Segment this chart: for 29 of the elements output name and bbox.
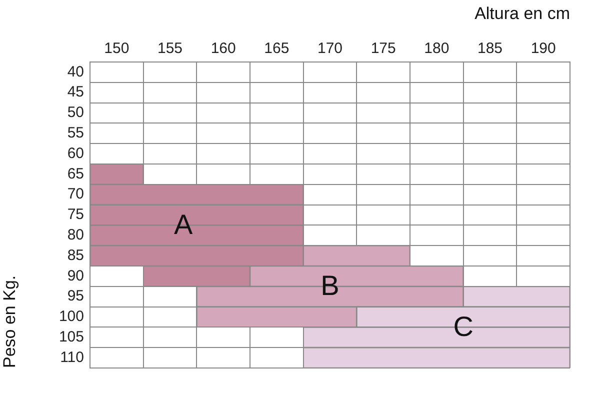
y-tick-label: 110 (60, 348, 84, 366)
x-tick-label: 155 (157, 40, 183, 58)
y-tick-label: 45 (67, 84, 84, 101)
y-tick-label: 90 (67, 267, 84, 284)
x-tick-label: 150 (104, 40, 130, 58)
y-tick-label: 95 (67, 288, 84, 305)
x-tick-label: 175 (370, 40, 396, 58)
x-tick-label: 170 (317, 40, 343, 58)
y-tick-label: 55 (67, 124, 84, 142)
y-tick-label: 65 (67, 165, 84, 182)
y-tick-label: 70 (67, 186, 84, 203)
series-label: B (320, 270, 340, 302)
y-tick-label: 50 (67, 104, 84, 122)
x-tick-label: 185 (477, 40, 503, 58)
x-axis-title: Altura en cm (474, 4, 570, 23)
y-tick-label: 105 (58, 328, 84, 346)
y-axis-title: Peso en Kg. (0, 275, 19, 368)
y-tick-label: 80 (67, 226, 84, 244)
y-tick-label: 100 (58, 308, 84, 326)
y-tick-label: 60 (67, 144, 84, 162)
x-tick-label: 180 (424, 40, 450, 58)
series-label: A (174, 208, 193, 240)
x-tick-label: 190 (530, 40, 556, 58)
x-tick-label: 160 (210, 40, 236, 58)
y-tick-label: 75 (67, 206, 84, 224)
y-tick-label: 85 (67, 246, 84, 264)
y-tick-label: 40 (67, 63, 84, 80)
x-tick-label: 165 (264, 40, 290, 58)
series-label: C (453, 310, 474, 342)
